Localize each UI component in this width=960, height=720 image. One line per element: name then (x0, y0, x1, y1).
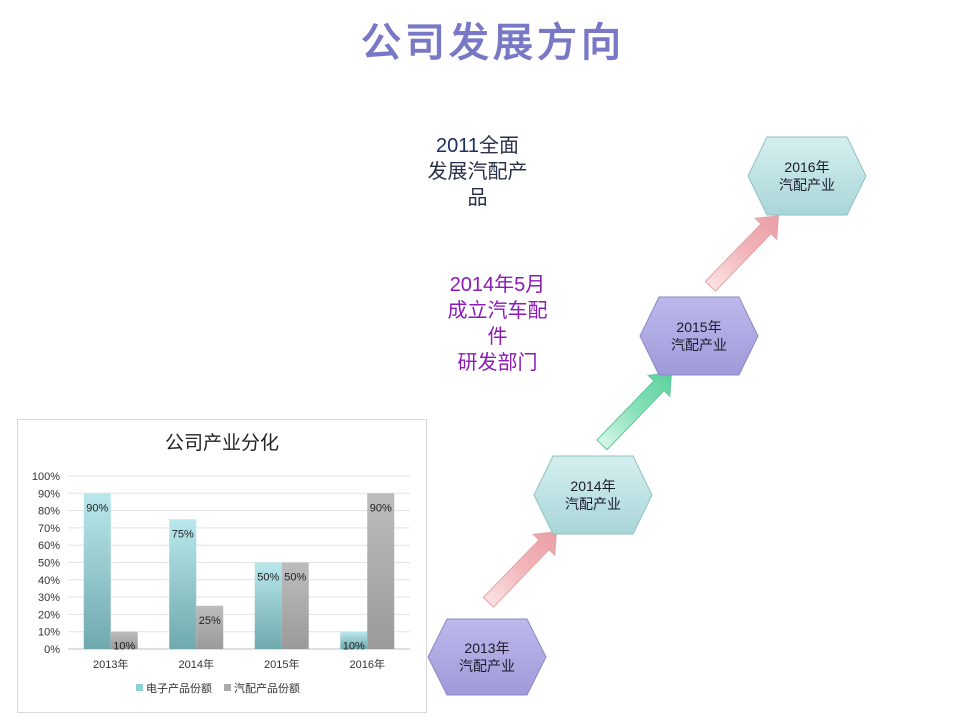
timeline-label: 2013年 汽配产业 (427, 618, 547, 696)
y-tick-label: 90% (38, 488, 60, 500)
y-tick-label: 70% (38, 523, 60, 535)
y-tick-label: 80% (38, 506, 60, 518)
y-tick-label: 100% (32, 471, 60, 483)
timeline-year: 2014年 (570, 478, 616, 494)
data-label: 10% (113, 641, 135, 653)
x-tick-label: 2015年 (264, 657, 299, 671)
legend-label: 汽配产品份额 (234, 681, 300, 695)
note-2014-line2: 成立汽车配 (447, 300, 548, 322)
y-tick-label: 20% (38, 609, 60, 621)
timeline-node-2015: 2015年 汽配产业 (639, 296, 759, 376)
bar-chart: 公司产业分化 0% 10% 20% 30% 40% 50% 60% 70% 80% 90% 100%… (32, 432, 410, 695)
data-label: 90% (86, 502, 108, 514)
note-2014: 2014年5月 成立汽车配 件 研发部门 (425, 272, 570, 376)
y-tick-label: 60% (38, 540, 60, 552)
hexagon-shape (533, 455, 653, 535)
data-label: 50% (257, 572, 279, 584)
legend-swatch (136, 684, 143, 691)
y-tick-label: 10% (38, 627, 60, 639)
note-2011-line1: 2011全面 (405, 133, 550, 159)
arrow-2015-2016 (704, 215, 779, 292)
y-tick-label: 50% (38, 558, 60, 570)
y-tick-label: 40% (38, 575, 60, 587)
y-tick-label: 0% (44, 644, 60, 656)
bar-electronics (83, 493, 111, 649)
bar-electronics (169, 519, 197, 649)
bar-auto-parts (196, 605, 224, 649)
x-tick-label: 2014年 (179, 657, 214, 671)
data-label: 10% (343, 641, 365, 653)
bar-auto-parts (367, 493, 395, 649)
hexagon-shape (427, 618, 547, 696)
chart-panel: 公司产业分化 0% 10% 20% 30% 40% 50% 60% 70% 80% 90% 100%… (17, 419, 427, 713)
x-tick-label: 2016年 (350, 657, 385, 671)
note-2014-line1: 2014年5月 (449, 274, 546, 296)
data-label: 50% (284, 572, 306, 584)
timeline-year: 2016年 (784, 159, 830, 175)
arrow-2014-2015 (596, 372, 672, 451)
timeline-year: 2015年 (676, 319, 722, 335)
hexagon-shape (747, 136, 867, 216)
y-tick-label: 30% (38, 592, 60, 604)
timeline-label: 2015年 汽配产业 (639, 296, 759, 376)
bar-auto-parts (110, 631, 138, 649)
timeline-text: 汽配产业 (671, 337, 727, 353)
note-2011-year: 2011 (435, 135, 479, 157)
note-2014-line3: 件 (487, 326, 508, 348)
note-2011-line1-rest: 全面 (479, 135, 519, 157)
page-title: 公司发展方向 (361, 19, 625, 66)
timeline-node-2013: 2013年 汽配产业 (427, 618, 547, 696)
timeline-label: 2014年 汽配产业 (533, 455, 653, 535)
data-label: 90% (370, 502, 392, 514)
timeline-node-2016: 2016年 汽配产业 (747, 136, 867, 216)
timeline-text: 汽配产业 (459, 658, 515, 674)
bar-auto-parts (281, 562, 309, 649)
bar-electronics (254, 562, 282, 649)
data-label: 25% (199, 615, 221, 627)
timeline-year: 2013年 (464, 640, 510, 656)
legend-label: 电子产品份额 (146, 681, 212, 695)
legend-swatch (224, 684, 231, 691)
x-tick-label: 2013年 (93, 657, 128, 671)
note-2011-line3: 品 (467, 187, 488, 209)
note-2011-line2: 发展汽配产 (427, 161, 528, 183)
hexagon-shape (639, 296, 759, 376)
note-2011: 2011全面 发展汽配产 品 (405, 133, 550, 211)
timeline-label: 2016年 汽配产业 (747, 136, 867, 216)
note-2014-line4: 研发部门 (457, 352, 538, 374)
timeline-text: 汽配产业 (565, 496, 621, 512)
arrow-2013-2014 (482, 531, 557, 608)
timeline-node-2014: 2014年 汽配产业 (533, 455, 653, 535)
bar-electronics (340, 631, 368, 649)
chart-title: 公司产业分化 (165, 432, 279, 454)
data-label: 75% (172, 528, 194, 540)
timeline-text: 汽配产业 (779, 177, 835, 193)
